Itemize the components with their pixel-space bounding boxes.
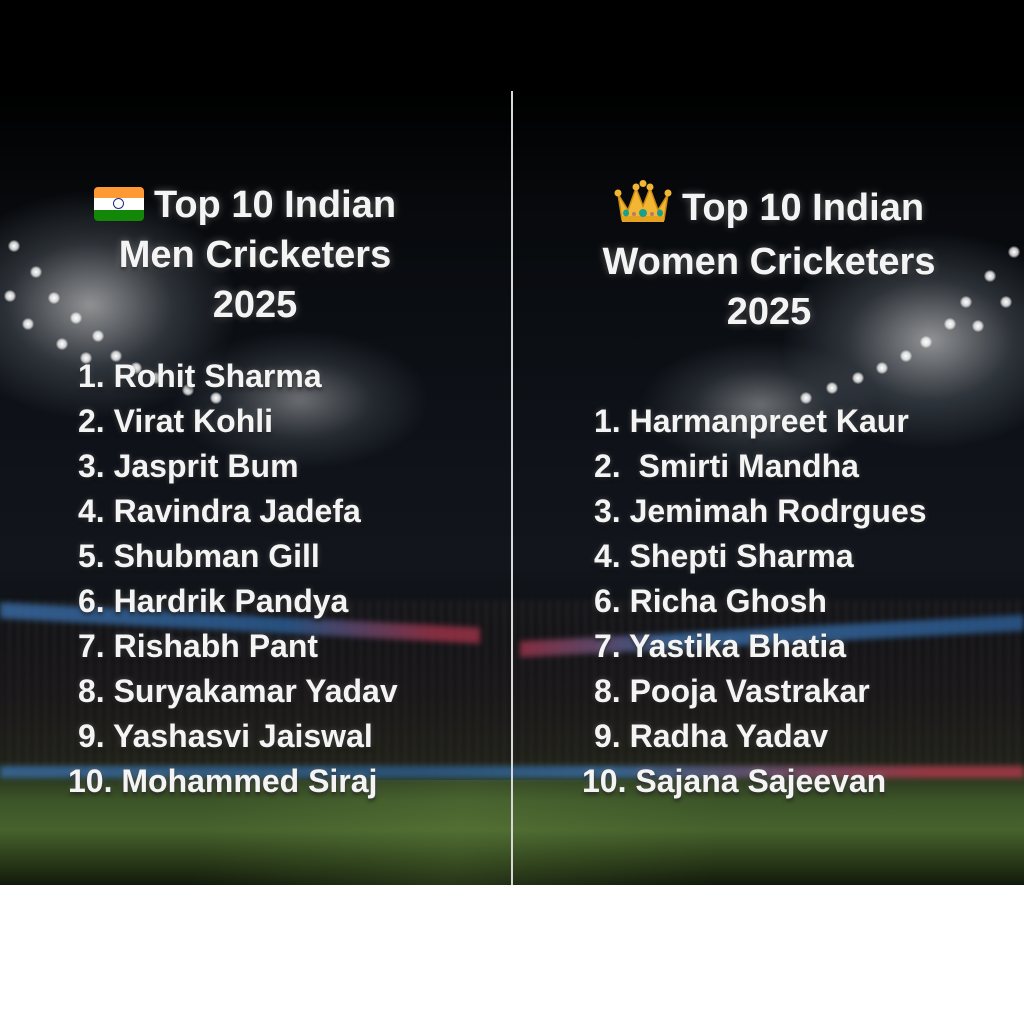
bottom-white-margin: [0, 885, 1024, 1024]
list-item: 3. Jemimah Rodrgues: [594, 493, 927, 529]
stadium-light-right: [780, 230, 1024, 450]
list-item: 5. Shubman Gill: [78, 538, 320, 574]
list-item: 1. Rohit Sharma: [78, 358, 322, 394]
women-panel-title: Top 10 Indian Women Cricketers 2025: [514, 180, 1024, 337]
list-item: 6. Hardrik Pandya: [78, 583, 349, 619]
list-item: 7. Rishabh Pant: [78, 628, 319, 664]
women-player-list: 1. Harmanpreet Kaur 2. Smirti Mandha 3. …: [582, 399, 927, 804]
list-item: 4. Ravindra Jadefa: [78, 493, 361, 529]
crown-icon: [614, 180, 672, 237]
men-title-line3: 2025: [212, 284, 298, 326]
stadium-light-center-right: [640, 340, 880, 470]
women-title-line1: Top 10 Indian: [681, 187, 925, 229]
men-title-line1: Top 10 Indian: [153, 184, 397, 226]
women-cricketers-panel: Top 10 Indian Women Cricketers 2025 1. H…: [514, 180, 1024, 799]
list-item: 6. Richa Ghosh: [594, 583, 827, 619]
list-item: 7. Yastika Bhatia: [594, 628, 846, 664]
list-item: 9. Radha Yadav: [594, 718, 829, 754]
list-item: 2. Smirti Mandha: [594, 448, 859, 484]
list-item: 8. Suryakamar Yadav: [78, 673, 398, 709]
list-item: 2. Virat Kohli: [78, 403, 274, 439]
men-player-list: 1. Rohit Sharma 2. Virat Kohli 3. Jaspri…: [68, 354, 398, 804]
list-item: 8. Pooja Vastrakar: [594, 673, 870, 709]
list-item: 9. Yashasvi Jaiswal: [78, 718, 373, 754]
men-cricketers-panel: Top 10 Indian Men Cricketers 2025 1. Roh…: [0, 180, 510, 799]
women-title-line3: 2025: [726, 291, 812, 333]
list-item: 4. Shepti Sharma: [594, 538, 854, 574]
men-panel-title: Top 10 Indian Men Cricketers 2025: [0, 180, 510, 330]
stadium-light-left: [0, 190, 240, 420]
list-item: 3. Jasprit Bum: [78, 448, 299, 484]
india-flag-icon: [93, 187, 144, 221]
list-item: 10. Mohammed Siraj: [68, 763, 378, 799]
women-title-line2: Women Cricketers: [602, 241, 936, 283]
men-title-line2: Men Cricketers: [118, 234, 392, 276]
list-item: 1. Harmanpreet Kaur: [594, 403, 909, 439]
list-item: 10. Sajana Sajeevan: [582, 763, 887, 799]
column-divider: [511, 91, 513, 885]
